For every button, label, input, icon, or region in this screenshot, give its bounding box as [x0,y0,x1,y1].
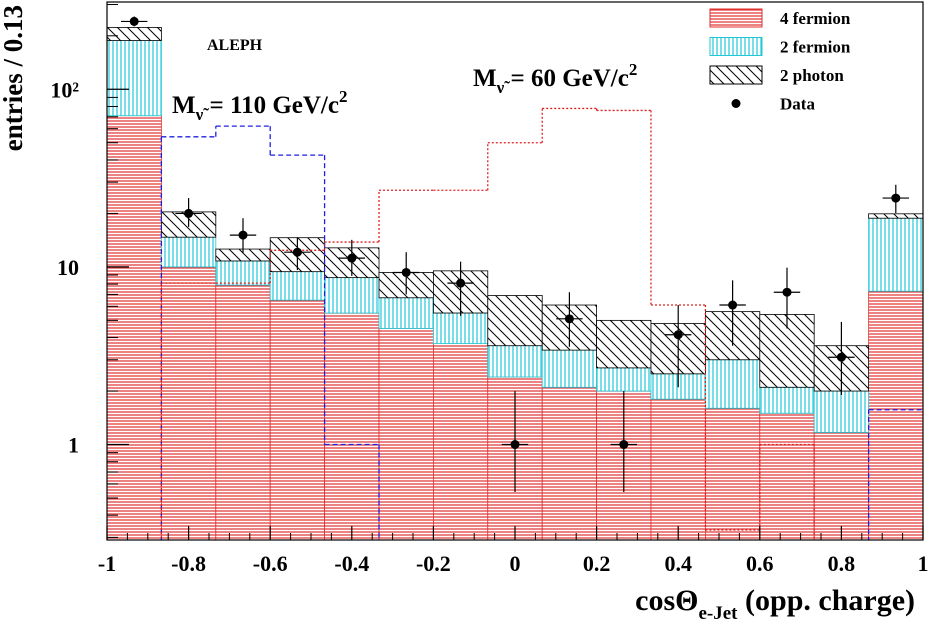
data-point [184,208,194,218]
data-point [456,278,466,288]
x-axis-title: cosΘe-Jet (opp. charge) [635,584,915,624]
histogram-bar [107,27,162,41]
histogram-bar [868,217,923,292]
legend-marker [731,99,741,108]
x-tick-label: 0.2 [583,551,611,576]
x-tick-label: -0.4 [334,551,369,576]
axes: -1 -0.8 -0.6 -0.4 -0.2 0 0.2 0.4 0.6 0.8 1 1 10 10² [50,4,929,576]
legend: 4 fermion 2 fermion 2 photon Data [709,8,851,114]
histogram-bar [432,343,489,540]
legend-label: Data [780,95,815,114]
y-tick-label: 1 [68,433,79,458]
histogram-bar [759,386,815,414]
data-point [564,314,574,324]
annotation-after: = 60 GeV/c [504,65,629,92]
data-point [782,287,792,297]
annotation: ALEPH [207,37,263,54]
data-point [891,193,901,203]
annotation-sup: 2 [339,87,348,106]
x-tick-label: -0.8 [171,551,206,576]
histogram-bar [487,295,543,347]
x-tick-label: 0.4 [664,551,692,576]
histogram-bar [487,345,543,378]
annotation-sup: 2 [629,60,638,79]
y-tick-label: 10 [57,255,79,280]
annotation-main: M [473,65,497,92]
histogram-bar [596,319,652,369]
legend-swatch [709,37,763,56]
x-tick-label: -1 [98,551,116,576]
legend-label: 2 fermion [780,38,851,57]
x-tick-label: 0.8 [828,551,856,576]
histogram-bar [432,312,489,344]
annotation-after: = 110 GeV/c [203,92,339,119]
histogram-bar [705,359,761,409]
plot-area [107,16,923,540]
annotation: Mν̃ = 110 GeV/c2 [172,87,347,124]
annotation: Mν̃ = 60 GeV/c2 [473,60,637,97]
data-point [510,440,520,450]
data-point [238,230,248,240]
histogram-bar [269,271,325,301]
histogram-bar [269,299,325,540]
histogram-bar [107,40,162,117]
histogram-bar [813,432,870,540]
histogram-bar [160,266,217,540]
histogram-bar [324,312,380,540]
x-title-main: cosΘ [635,584,698,617]
histogram-bar [215,284,271,540]
data-point [129,16,139,26]
data-point [401,267,411,277]
x-tick-label: -0.2 [416,551,451,576]
x-tick-label: -0.6 [253,551,288,576]
data-point [292,247,302,257]
histogram-bar [596,367,652,392]
legend-label: 2 photon [780,66,844,85]
histogram-bar [324,277,380,314]
histogram-bar [107,115,162,540]
histogram-bar [378,328,434,540]
legend-swatch [709,65,763,85]
x-title-after: (opp. charge) [738,584,915,617]
data-point [619,440,629,450]
histogram-bar [541,386,598,540]
data-point [836,352,846,362]
data-point [728,300,738,310]
histogram-bar [868,290,923,540]
histogram-bar [705,407,761,540]
x-tick-label: 1 [918,551,929,576]
legend-swatch [709,8,763,28]
data-point [347,253,357,263]
annotation-main: M [172,92,196,119]
y-axis-title: entries / 0.13 [0,5,28,151]
histogram-bar [160,236,217,268]
histogram-bar [759,412,815,540]
x-tick-label: 0.6 [746,551,774,576]
histogram-bar [215,260,271,286]
histogram-bar [868,213,923,219]
x-title-sub: e-Jet [698,603,738,624]
histogram-bar [378,297,434,329]
legend-label: 4 fermion [780,9,851,28]
histogram-bar [650,398,706,540]
histogram-bar [541,349,598,388]
y-tick-label: 10² [50,77,79,102]
data-point [673,330,683,340]
x-tick-label: 0 [510,551,521,576]
histogram-bar [813,390,870,433]
